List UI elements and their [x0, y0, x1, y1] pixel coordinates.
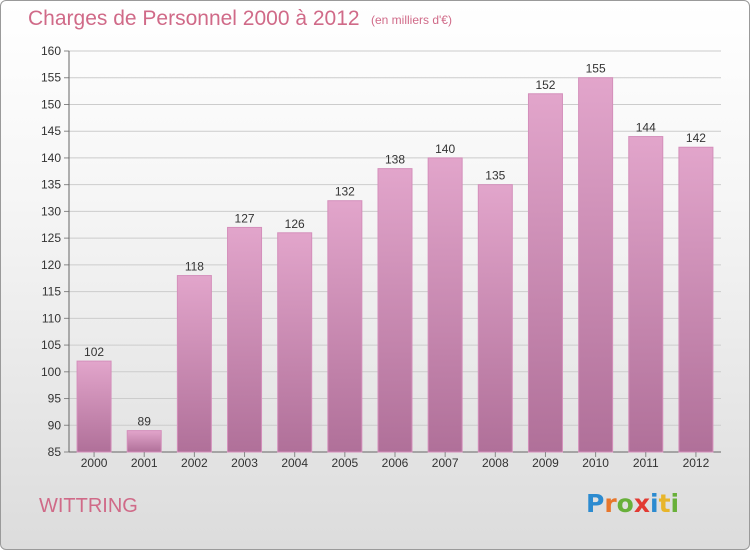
- bar-value-label: 118: [185, 260, 204, 274]
- x-tick-label: 2008: [482, 456, 509, 470]
- y-tick-label: 85: [48, 445, 62, 459]
- y-tick-label: 90: [48, 418, 62, 432]
- x-tick-label: 2000: [81, 456, 108, 470]
- chart-subtitle: (en milliers d'€): [371, 13, 452, 27]
- bar-value-label: 132: [335, 185, 355, 199]
- y-tick-label: 160: [41, 44, 61, 58]
- x-tick-label: 2011: [633, 456, 659, 470]
- bar-value-label: 144: [636, 121, 656, 135]
- logo-letter: P: [586, 489, 605, 518]
- x-tick-label: 2001: [131, 456, 158, 470]
- logo-letter: i: [670, 489, 680, 518]
- bar: [477, 184, 513, 453]
- x-tick-label: 2010: [582, 456, 609, 470]
- x-tick-label: 2009: [532, 456, 559, 470]
- y-tick-label: 130: [41, 204, 61, 218]
- bar: [678, 146, 714, 453]
- x-tick-label: 2007: [432, 456, 459, 470]
- logo-letter: x: [633, 489, 650, 518]
- x-tick-label: 2003: [231, 456, 258, 470]
- x-tick-label: 2004: [281, 456, 308, 470]
- y-tick-label: 125: [41, 231, 61, 245]
- x-tick-label: 2005: [331, 456, 358, 470]
- y-tick-label: 105: [41, 338, 61, 352]
- y-tick-label: 100: [41, 365, 61, 379]
- bar: [76, 360, 112, 453]
- y-tick-label: 110: [42, 311, 61, 325]
- bar: [427, 157, 463, 453]
- bar: [578, 77, 614, 453]
- bar: [628, 136, 664, 453]
- logo-letter: r: [604, 489, 617, 518]
- proxiti-logo[interactable]: Proxiti: [586, 489, 679, 518]
- logo-letter: i: [650, 489, 659, 518]
- bar: [126, 430, 162, 453]
- logo-letter: o: [616, 489, 634, 518]
- bar: [227, 226, 263, 453]
- bar-value-label: 135: [485, 169, 505, 183]
- bar-value-label: 152: [535, 78, 555, 92]
- x-tick-label: 2012: [683, 456, 710, 470]
- bar-value-label: 126: [285, 217, 305, 231]
- chart-title: Charges de Personnel 2000 à 2012: [28, 7, 360, 30]
- bar: [277, 232, 313, 453]
- bar-value-label: 140: [435, 142, 455, 156]
- y-tick-label: 95: [48, 392, 62, 406]
- y-tick-label: 120: [41, 258, 61, 272]
- bar-value-label: 142: [686, 131, 706, 145]
- bar-value-label: 89: [138, 415, 152, 429]
- bar-value-label: 155: [586, 62, 606, 76]
- x-tick-label: 2006: [382, 456, 409, 470]
- bar: [527, 93, 563, 453]
- y-tick-label: 150: [41, 97, 61, 111]
- bar: [176, 275, 212, 453]
- bar-value-label: 102: [84, 345, 104, 359]
- commune-name: WITTRING: [39, 495, 138, 517]
- y-tick-label: 140: [41, 151, 61, 165]
- bar-value-label: 127: [235, 211, 255, 225]
- y-tick-label: 155: [41, 71, 61, 85]
- y-tick-label: 145: [41, 124, 61, 138]
- logo-letter: t: [658, 489, 671, 518]
- y-tick-label: 115: [42, 285, 61, 299]
- bar: [377, 168, 413, 453]
- bar: [327, 200, 363, 453]
- x-tick-label: 2002: [181, 456, 208, 470]
- y-tick-label: 135: [41, 178, 61, 192]
- bar-value-label: 138: [385, 153, 405, 167]
